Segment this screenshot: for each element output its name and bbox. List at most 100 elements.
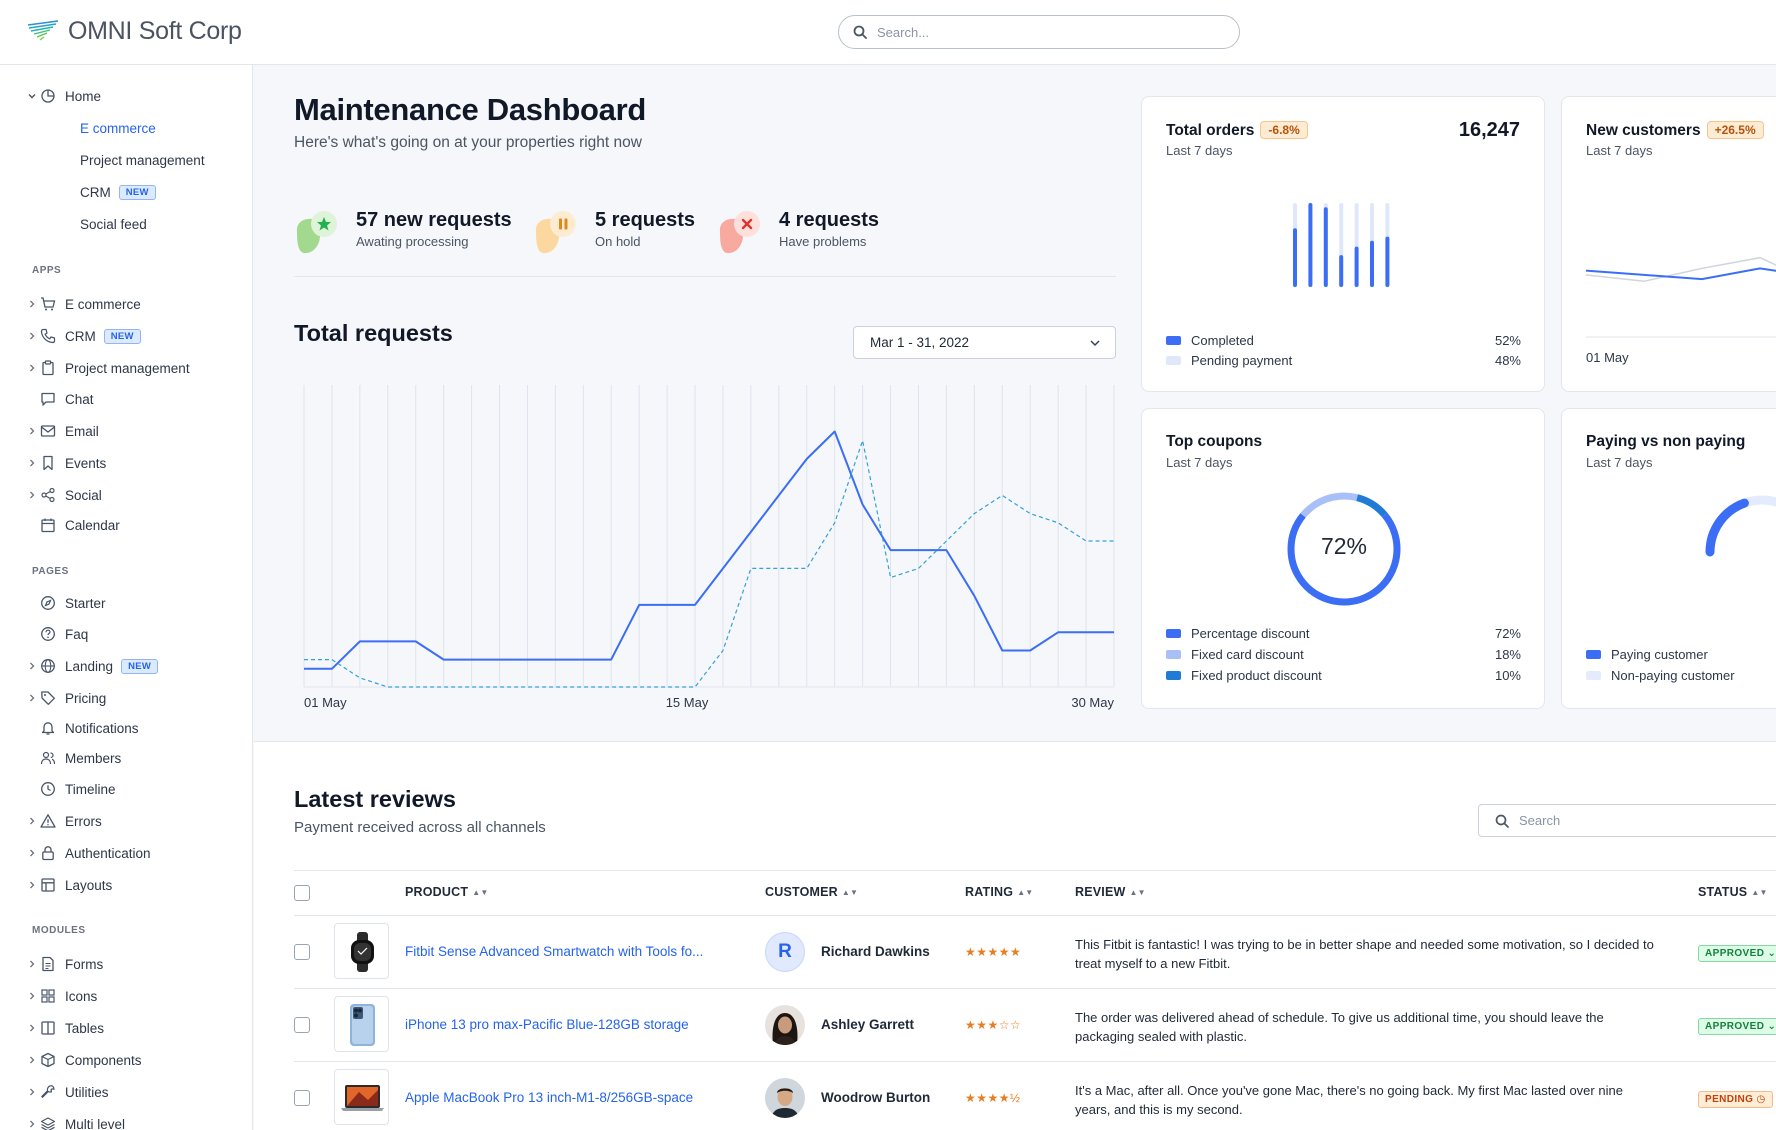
sidebar-item-faq[interactable]: Faq bbox=[0, 621, 253, 647]
table-header-border bbox=[294, 915, 1776, 916]
legend-value: 48% bbox=[1494, 352, 1521, 368]
chevron-down-icon bbox=[28, 94, 36, 99]
sidebar-subitem-ecommerce[interactable]: E commerce bbox=[0, 115, 253, 141]
sidebar-item-components[interactable]: Components bbox=[0, 1047, 253, 1073]
sidebar-item-home[interactable]: Home bbox=[0, 83, 253, 109]
product-link[interactable]: Apple MacBook Pro 13 inch-M1-8/256GB-spa… bbox=[405, 1090, 694, 1105]
sidebar-item-events[interactable]: Events bbox=[0, 450, 253, 476]
sidebar-item-label: Errors bbox=[65, 813, 102, 829]
sidebar-item-notifications[interactable]: Notifications bbox=[0, 715, 253, 741]
avatar[interactable]: R bbox=[765, 932, 805, 972]
column-header-product[interactable]: PRODUCT ▲▼ bbox=[405, 885, 489, 899]
sidebar-item-tables[interactable]: Tables bbox=[0, 1015, 253, 1041]
sidebar-section-apps: APPS bbox=[32, 265, 62, 276]
sidebar-item-errors[interactable]: Errors bbox=[0, 808, 253, 834]
product-thumbnail[interactable] bbox=[334, 1069, 389, 1125]
sidebar-subitem-crm[interactable]: CRM NEW bbox=[0, 179, 253, 205]
customer-name[interactable]: Woodrow Burton bbox=[821, 1090, 931, 1105]
sidebar-item-members[interactable]: Members bbox=[0, 745, 253, 771]
brand-logo-link[interactable]: OMNI Soft Corp bbox=[26, 17, 242, 46]
x-axis-label: 01 May bbox=[1586, 350, 1629, 365]
avatar[interactable] bbox=[765, 1078, 805, 1118]
sidebar-item-email[interactable]: Email bbox=[0, 418, 253, 444]
sidebar-item-layouts[interactable]: Layouts bbox=[0, 872, 253, 898]
status-badge[interactable]: APPROVED ⌄ bbox=[1698, 1018, 1776, 1035]
chevron-right-icon bbox=[30, 300, 35, 308]
product-thumbnail[interactable] bbox=[334, 996, 389, 1052]
sidebar-item-icons[interactable]: Icons bbox=[0, 983, 253, 1009]
card-subtitle: Last 7 days bbox=[1586, 455, 1653, 470]
column-header-status[interactable]: STATUS ▲▼ bbox=[1698, 885, 1768, 899]
package-icon bbox=[41, 1052, 55, 1068]
search-icon bbox=[853, 25, 867, 39]
sidebar-item-chat[interactable]: Chat bbox=[0, 386, 253, 412]
row-checkbox[interactable] bbox=[294, 944, 310, 960]
chevron-right-icon bbox=[30, 849, 35, 857]
sidebar-item-label: Faq bbox=[65, 626, 89, 642]
row-checkbox[interactable] bbox=[294, 1090, 310, 1106]
avatar-initial: R bbox=[778, 941, 792, 962]
sidebar-item-multi-level[interactable]: Multi level bbox=[0, 1111, 253, 1130]
date-range-select[interactable]: Mar 1 - 31, 2022 bbox=[853, 326, 1116, 359]
status-badge[interactable]: PENDING ◷ bbox=[1698, 1091, 1773, 1108]
avatar[interactable] bbox=[765, 1005, 805, 1045]
sidebar-item-crm[interactable]: CRM NEW bbox=[0, 323, 253, 349]
sidebar-item-ecommerce[interactable]: E commerce bbox=[0, 291, 253, 317]
donut-center-label: 72% bbox=[1320, 533, 1368, 559]
global-search-box[interactable] bbox=[838, 15, 1240, 49]
product-thumbnail[interactable] bbox=[334, 923, 389, 979]
sidebar-item-authentication[interactable]: Authentication bbox=[0, 840, 253, 866]
sidebar-item-label: Timeline bbox=[65, 781, 116, 797]
legend-label: Fixed card discount bbox=[1191, 646, 1304, 662]
stat-count: 4 requests bbox=[779, 209, 880, 231]
sidebar-item-label: Home bbox=[65, 88, 102, 104]
sidebar-item-project-management[interactable]: Project management bbox=[0, 355, 253, 381]
new-badge: NEW bbox=[121, 658, 159, 674]
card-new-customers: New customers +26.5% Last 7 days 01 May bbox=[1561, 96, 1776, 392]
customer-name[interactable]: Richard Dawkins bbox=[821, 944, 930, 959]
column-header-review[interactable]: REVIEW ▲▼ bbox=[1075, 885, 1146, 899]
sidebar-subitem-social-feed[interactable]: Social feed bbox=[0, 211, 253, 237]
sort-icon: ▲▼ bbox=[1017, 888, 1034, 897]
page-title: Maintenance Dashboard bbox=[294, 92, 647, 127]
status-badge[interactable]: APPROVED ⌄ bbox=[1698, 945, 1776, 962]
row-checkbox[interactable] bbox=[294, 1017, 310, 1033]
product-link[interactable]: iPhone 13 pro max-Pacific Blue-128GB sto… bbox=[405, 1017, 689, 1032]
laptop-icon bbox=[341, 1085, 384, 1111]
change-badge: -6.8% bbox=[1260, 121, 1308, 139]
sidebar-item-label: Calendar bbox=[65, 517, 120, 533]
sidebar-item-label: E commerce bbox=[65, 296, 141, 312]
sidebar-item-label: Tables bbox=[65, 1020, 105, 1036]
column-header-customer[interactable]: CUSTOMER ▲▼ bbox=[765, 885, 859, 899]
sidebar-item-label: Email bbox=[65, 423, 99, 439]
table-top-border bbox=[294, 870, 1776, 871]
legend-label: Completed bbox=[1191, 332, 1254, 348]
sidebar-subitem-project-management[interactable]: Project management bbox=[0, 147, 253, 173]
table-row: Fitbit Sense Advanced Smartwatch with To… bbox=[0, 916, 1776, 989]
column-header-rating[interactable]: RATING ▲▼ bbox=[965, 885, 1034, 899]
sidebar-item-calendar[interactable]: Calendar bbox=[0, 512, 253, 538]
sidebar-item-pricing[interactable]: Pricing bbox=[0, 685, 253, 711]
total-requests-chart: 01 May 15 May 30 May bbox=[303, 385, 1115, 710]
stat-caption: On hold bbox=[595, 234, 641, 249]
sidebar-item-landing[interactable]: Landing NEW bbox=[0, 653, 253, 679]
sidebar-item-forms[interactable]: Forms bbox=[0, 951, 253, 977]
globe-icon bbox=[41, 659, 55, 673]
sidebar-item-starter[interactable]: Starter bbox=[0, 590, 253, 616]
sidebar-item-label: CRM bbox=[80, 184, 111, 200]
sidebar-item-label: Project management bbox=[80, 152, 205, 168]
sidebar-item-label: Icons bbox=[65, 988, 98, 1004]
customer-name[interactable]: Ashley Garrett bbox=[821, 1017, 915, 1032]
reviews-title: Latest reviews bbox=[294, 786, 456, 812]
reviews-search-input[interactable] bbox=[1519, 813, 1776, 828]
sidebar-item-utilities[interactable]: Utilities bbox=[0, 1079, 253, 1105]
legend-item-fixed-card-discount: Fixed card discount 18% bbox=[1166, 645, 1521, 663]
phone-product-icon bbox=[350, 1004, 375, 1046]
sidebar-item-social[interactable]: Social bbox=[0, 482, 253, 508]
sidebar-item-timeline[interactable]: Timeline bbox=[0, 776, 253, 802]
reviews-search-box[interactable] bbox=[1478, 804, 1776, 837]
global-search-input[interactable] bbox=[877, 24, 1217, 40]
tag-icon bbox=[41, 691, 55, 705]
select-all-checkbox[interactable] bbox=[294, 885, 310, 901]
product-link[interactable]: Fitbit Sense Advanced Smartwatch with To… bbox=[405, 944, 704, 959]
